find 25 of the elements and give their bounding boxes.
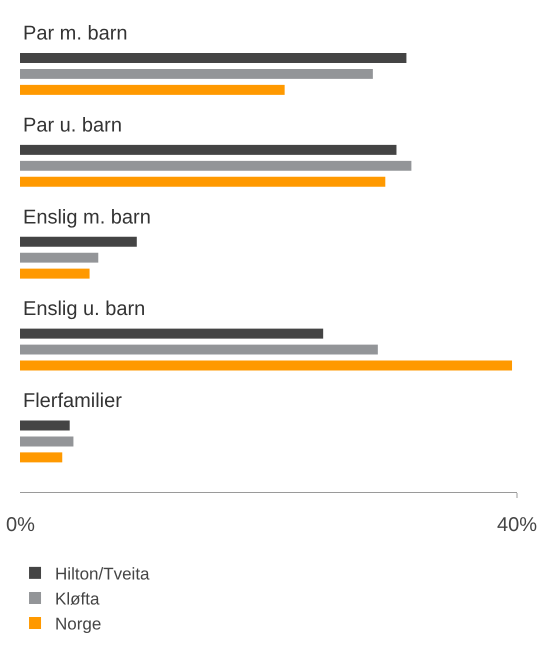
bar: [20, 268, 90, 279]
legend-label: Kløfta: [55, 590, 100, 609]
bar: [20, 236, 137, 247]
bar: [20, 144, 396, 155]
bar: [20, 160, 412, 171]
y-tick-label: Par u. barn: [23, 114, 122, 136]
bar: [20, 53, 406, 63]
y-tick-label: Flerfamilier: [23, 390, 122, 412]
bar: [20, 328, 324, 339]
bar: [20, 420, 70, 431]
y-tick-label: Par m. barn: [23, 22, 128, 45]
bar: [20, 68, 373, 79]
bar: [20, 252, 98, 263]
bar: [20, 344, 378, 355]
y-tick-label: Enslig m. barn: [23, 206, 151, 228]
bar: [20, 84, 285, 95]
x-tick-label: 0%: [6, 514, 36, 536]
bar: [20, 360, 512, 370]
bar: [20, 452, 62, 462]
x-tick-label: 40%: [497, 514, 538, 536]
y-tick-label: Enslig u. barn: [23, 298, 146, 320]
bar: [20, 436, 74, 446]
legend-label: Hilton/Tveita: [55, 564, 150, 584]
bar: [20, 176, 386, 187]
legend-label: Norge: [55, 614, 102, 634]
